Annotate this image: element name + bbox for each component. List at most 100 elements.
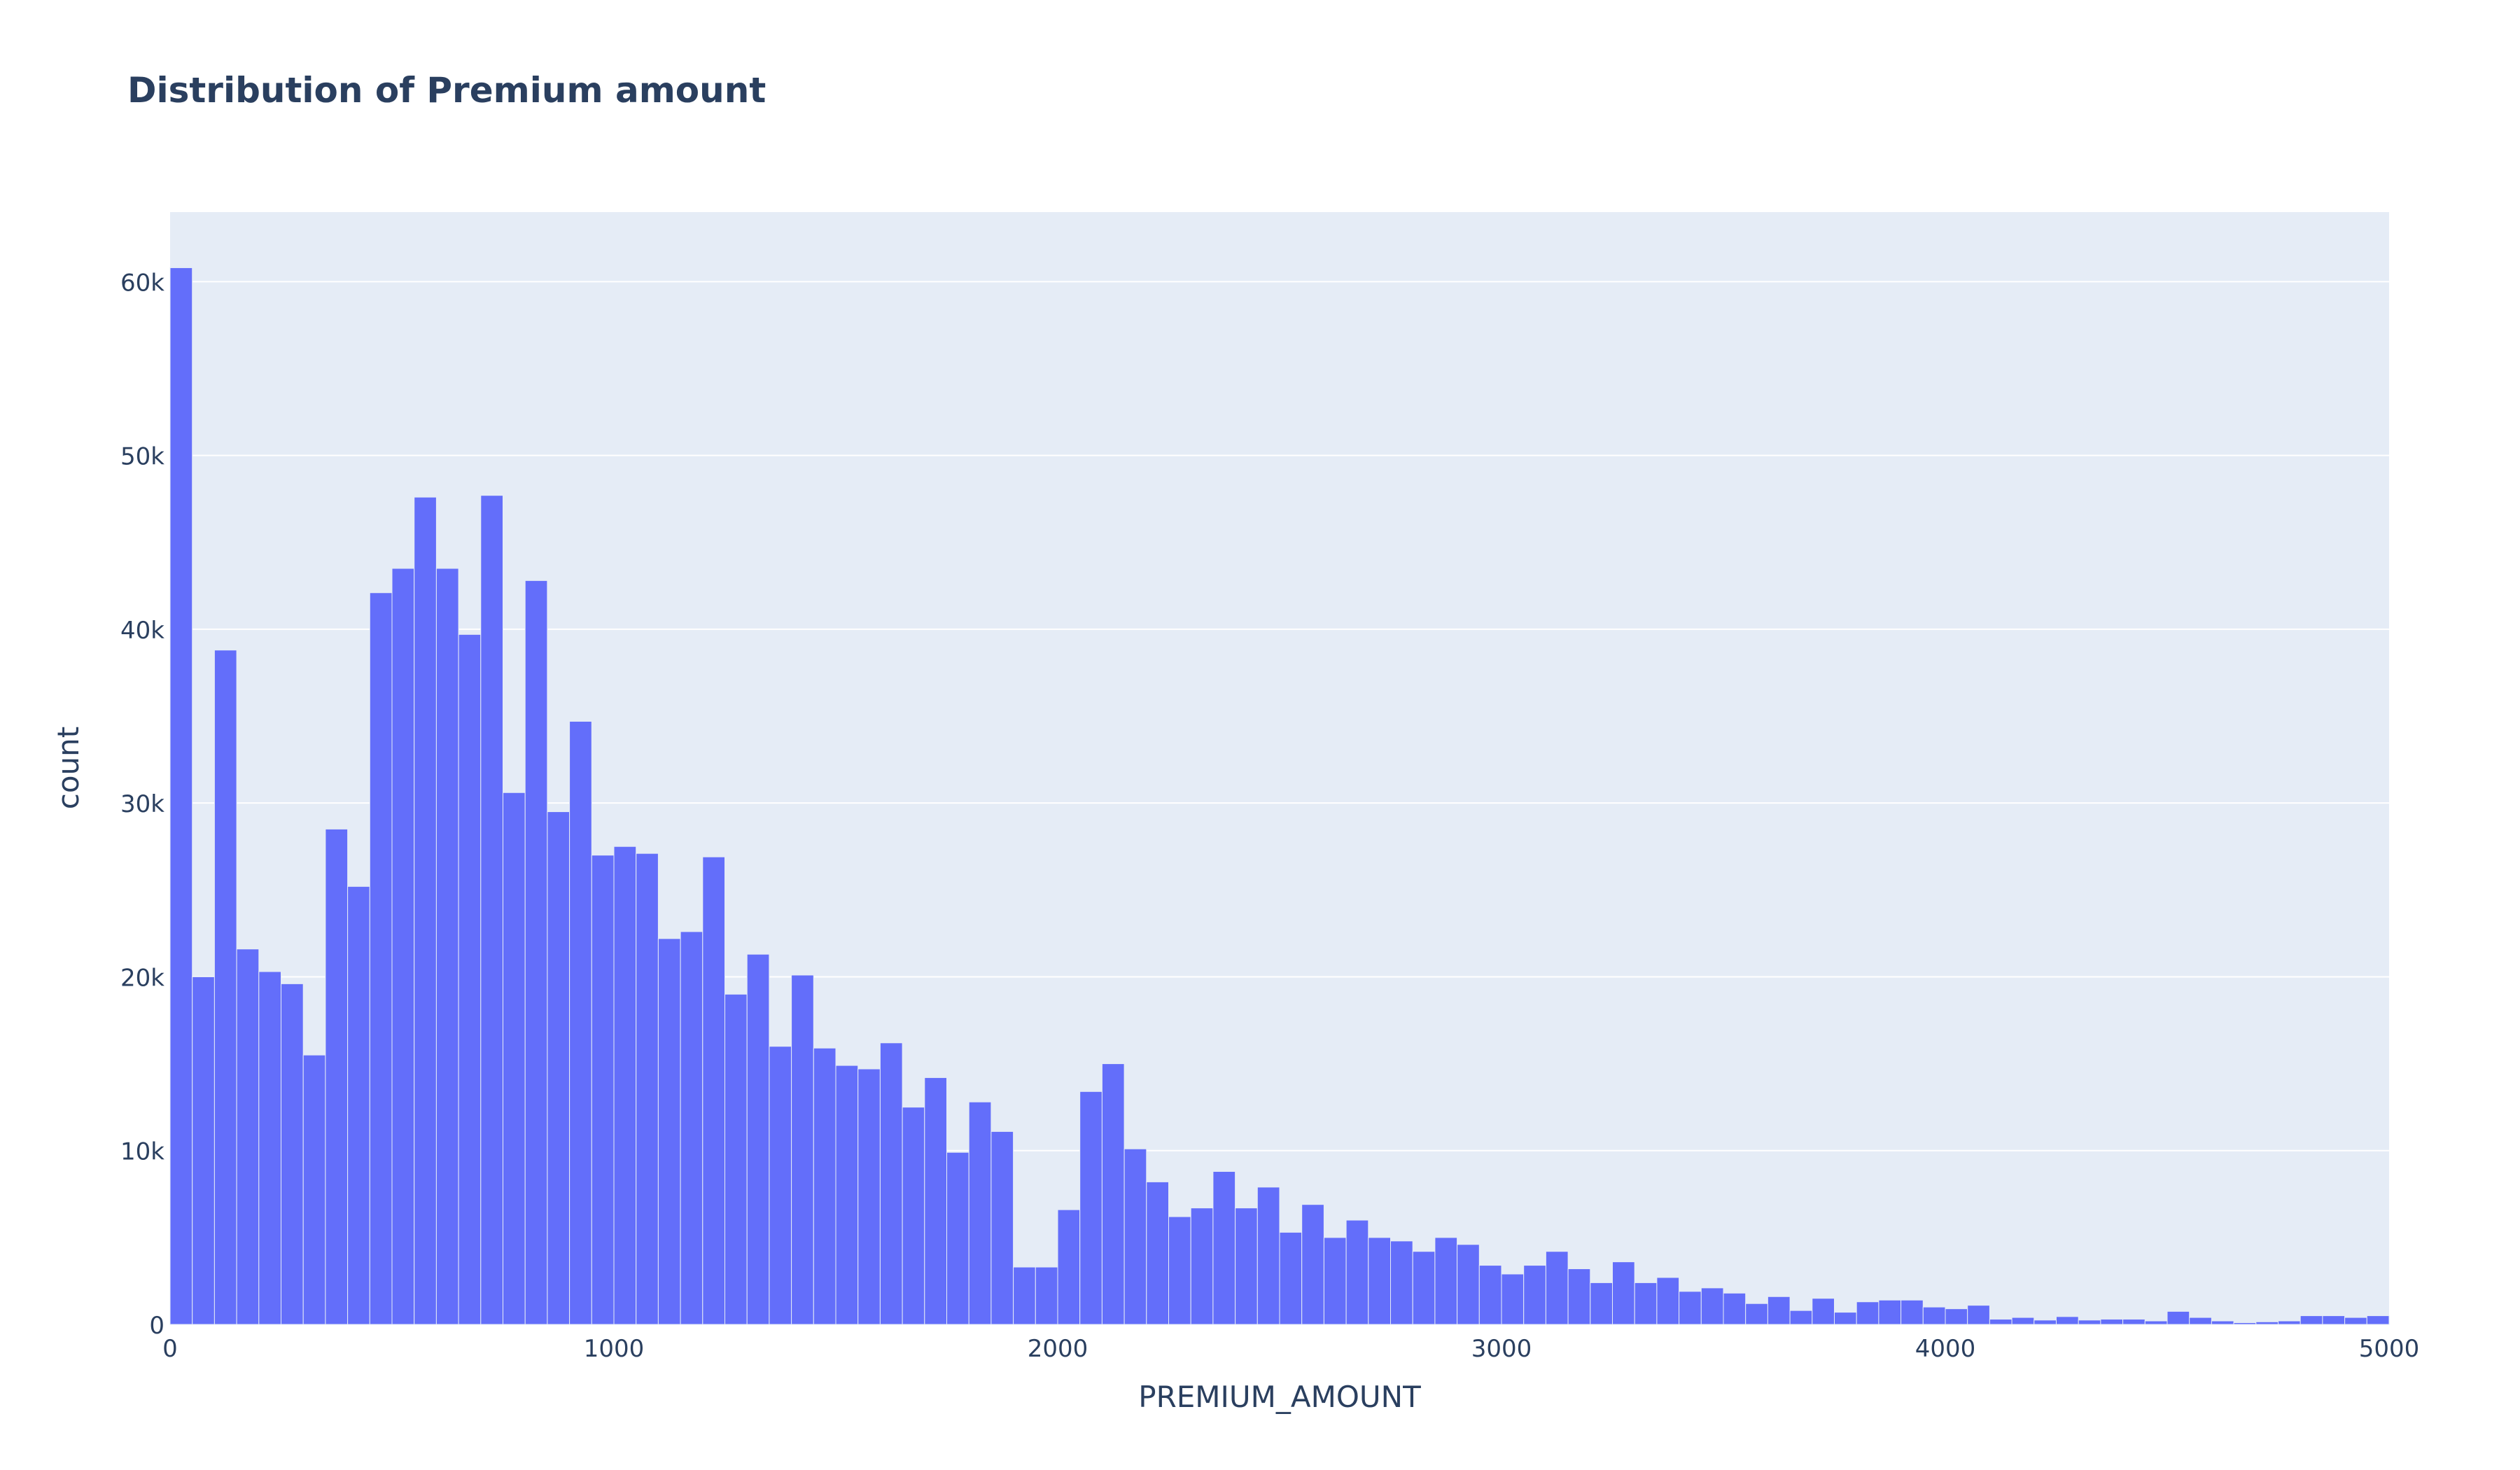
histogram-bar-9 bbox=[369, 592, 393, 1325]
y-tick-label-0: 0 bbox=[149, 1312, 164, 1340]
histogram-bar-51 bbox=[1301, 1204, 1324, 1325]
histogram-bar-3 bbox=[236, 948, 260, 1325]
histogram-bar-45 bbox=[1168, 1216, 1191, 1325]
histogram-bar-2 bbox=[214, 650, 237, 1325]
histogram-bar-37 bbox=[990, 1130, 1014, 1325]
histogram-bar-38 bbox=[1013, 1266, 1036, 1325]
histogram-bar-14 bbox=[480, 495, 503, 1325]
histogram-bar-48 bbox=[1235, 1208, 1258, 1325]
histogram-bar-46 bbox=[1190, 1208, 1214, 1325]
histogram-bar-23 bbox=[680, 931, 704, 1325]
histogram-bar-98 bbox=[2344, 1317, 2367, 1325]
y-tick-label-2: 20k bbox=[120, 964, 164, 992]
histogram-bar-53 bbox=[1345, 1219, 1369, 1325]
histogram-bar-70 bbox=[1723, 1292, 1746, 1325]
histogram-bar-20 bbox=[613, 846, 637, 1325]
histogram-bar-63 bbox=[1567, 1268, 1591, 1325]
histogram-bar-29 bbox=[813, 1047, 836, 1325]
histogram-bar-86 bbox=[2078, 1320, 2101, 1325]
histogram-bar-75 bbox=[1834, 1312, 1857, 1325]
histogram-bar-16 bbox=[524, 580, 548, 1325]
x-tick-label-2: 2000 bbox=[1028, 1335, 1088, 1363]
histogram-bar-80 bbox=[1945, 1308, 1968, 1325]
y-axis-title: count bbox=[51, 727, 85, 810]
histogram-bar-0 bbox=[169, 267, 193, 1325]
histogram-bar-44 bbox=[1146, 1181, 1170, 1325]
histogram-bar-96 bbox=[2300, 1315, 2323, 1325]
histogram-bar-34 bbox=[924, 1077, 948, 1325]
y-tick-label-3: 30k bbox=[120, 790, 164, 818]
y-tick-label-1: 10k bbox=[120, 1138, 164, 1166]
histogram-bar-55 bbox=[1390, 1240, 1413, 1325]
histogram-bar-94 bbox=[2255, 1321, 2279, 1325]
histogram-bar-39 bbox=[1035, 1266, 1058, 1325]
histogram-bar-99 bbox=[2366, 1315, 2390, 1325]
histogram-bar-59 bbox=[1478, 1265, 1502, 1325]
histogram-bar-78 bbox=[1900, 1299, 1924, 1325]
histogram-bar-41 bbox=[1079, 1091, 1102, 1325]
histogram-bar-67 bbox=[1656, 1277, 1680, 1325]
histogram-bar-83 bbox=[2011, 1317, 2035, 1325]
histogram-bar-15 bbox=[503, 792, 526, 1325]
histogram-bar-12 bbox=[435, 568, 459, 1325]
histogram-bar-4 bbox=[258, 971, 281, 1325]
histogram-bar-77 bbox=[1878, 1299, 1902, 1325]
histogram-bar-18 bbox=[569, 720, 592, 1325]
histogram-bar-10 bbox=[391, 568, 415, 1325]
x-tick-label-4: 4000 bbox=[1915, 1335, 1976, 1363]
histogram-bar-61 bbox=[1523, 1265, 1546, 1325]
histogram-bar-60 bbox=[1501, 1273, 1525, 1325]
histogram-bar-76 bbox=[1856, 1301, 1879, 1325]
chart-title: Distribution of Premium amount bbox=[127, 70, 766, 111]
histogram-bar-6 bbox=[302, 1054, 326, 1325]
histogram-bar-72 bbox=[1767, 1296, 1791, 1325]
bars bbox=[169, 267, 2390, 1325]
histogram-bar-73 bbox=[1789, 1310, 1813, 1325]
histogram-bar-91 bbox=[2189, 1317, 2212, 1325]
histogram-bar-49 bbox=[1256, 1186, 1280, 1325]
x-tick-label-5: 5000 bbox=[2359, 1335, 2420, 1363]
histogram-bar-1 bbox=[192, 976, 215, 1325]
histogram-bar-43 bbox=[1124, 1148, 1147, 1325]
histogram-bar-26 bbox=[746, 953, 770, 1325]
y-tick-label-5: 50k bbox=[120, 443, 164, 471]
histogram-bar-22 bbox=[657, 938, 681, 1325]
histogram-bar-54 bbox=[1368, 1237, 1392, 1325]
histogram-bar-88 bbox=[2122, 1319, 2146, 1325]
x-tick-label-3: 3000 bbox=[1471, 1335, 1532, 1363]
histogram-bar-93 bbox=[2233, 1322, 2257, 1325]
histogram-bar-11 bbox=[414, 496, 437, 1325]
histogram-bar-8 bbox=[347, 886, 370, 1325]
histogram-bar-47 bbox=[1212, 1171, 1236, 1325]
histogram-bar-95 bbox=[2278, 1320, 2301, 1325]
histogram-bar-74 bbox=[1812, 1298, 1835, 1325]
x-axis-title: PREMIUM_AMOUNT bbox=[1138, 1380, 1421, 1414]
histogram-bar-71 bbox=[1745, 1303, 1768, 1325]
histogram-bar-33 bbox=[902, 1107, 925, 1325]
histogram-bar-68 bbox=[1679, 1291, 1702, 1325]
histogram-bar-19 bbox=[591, 855, 615, 1325]
histogram-bar-13 bbox=[458, 634, 482, 1325]
histogram-bar-5 bbox=[281, 983, 304, 1325]
histogram-bar-40 bbox=[1057, 1209, 1081, 1325]
histogram-bar-87 bbox=[2100, 1319, 2124, 1325]
histogram-bar-21 bbox=[636, 853, 659, 1325]
histogram-bar-32 bbox=[879, 1042, 903, 1325]
histogram-bar-69 bbox=[1700, 1287, 1724, 1325]
histogram-bar-82 bbox=[1989, 1319, 2012, 1325]
histogram-bar-66 bbox=[1634, 1282, 1658, 1325]
histogram-bar-28 bbox=[791, 974, 814, 1325]
histogram-bar-62 bbox=[1545, 1251, 1569, 1325]
histogram-bar-89 bbox=[2144, 1320, 2168, 1325]
x-tick-label-1: 1000 bbox=[584, 1335, 645, 1363]
histogram-bar-57 bbox=[1434, 1237, 1458, 1325]
histogram-bar-56 bbox=[1412, 1251, 1436, 1325]
histogram-bar-36 bbox=[968, 1101, 992, 1325]
histogram-bar-17 bbox=[547, 811, 570, 1325]
histogram-bar-52 bbox=[1323, 1237, 1347, 1325]
histogram-bar-81 bbox=[1967, 1305, 1990, 1325]
histogram-bar-58 bbox=[1457, 1244, 1480, 1325]
histogram-bar-79 bbox=[1922, 1306, 1946, 1325]
histogram-bar-24 bbox=[702, 856, 725, 1325]
